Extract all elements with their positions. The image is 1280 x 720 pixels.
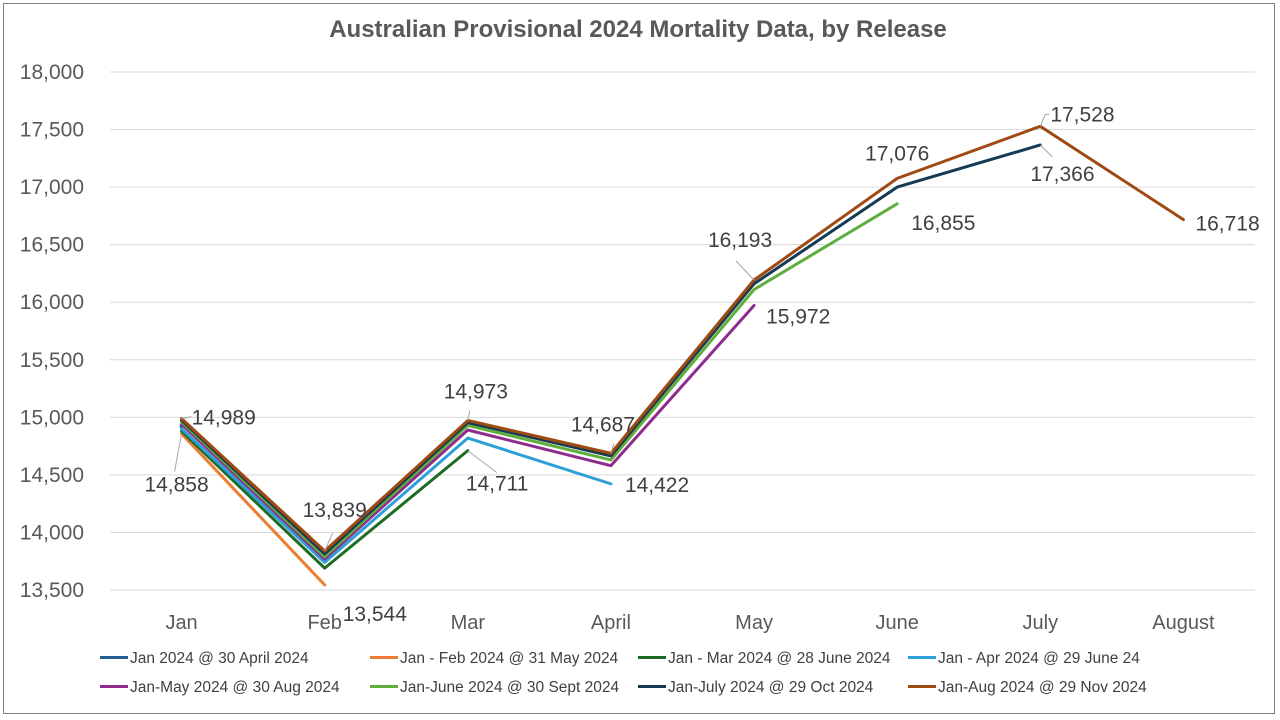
legend-swatch	[370, 685, 398, 689]
x-tick-label: June	[876, 612, 919, 634]
data-label: 17,528	[1050, 103, 1114, 126]
legend: Jan 2024 @ 30 April 2024 Jan - Feb 2024 @…	[100, 648, 1200, 706]
data-label: 14,422	[625, 474, 689, 497]
legend-label: Jan-July 2024 @ 29 Oct 2024	[668, 679, 874, 696]
leader-line	[467, 450, 498, 473]
legend-label: Jan - Apr 2024 @ 29 June 24	[938, 650, 1140, 667]
y-tick-label: 18,000	[20, 61, 84, 84]
data-label: 14,973	[444, 380, 508, 403]
legend-item-series-4: Jan - Apr 2024 @ 29 June 24	[908, 648, 1168, 677]
data-label: 13,544	[343, 603, 408, 626]
series-line-4	[180, 427, 613, 564]
leader-line	[467, 410, 471, 421]
data-label: 14,989	[192, 407, 256, 430]
axis-labels: 13,500 14,000 14,500 15,000 15,500 16,000 16,5…	[20, 61, 1215, 634]
y-tick-label: 14,000	[20, 521, 84, 544]
leader-lines	[174, 113, 1053, 552]
legend-item-series-7: Jan-July 2024 @ 29 Oct 2024	[638, 677, 908, 706]
leader-line	[174, 433, 183, 472]
legend-swatch	[638, 656, 666, 660]
legend-swatch	[908, 656, 936, 660]
legend-label: Jan 2024 @ 30 April 2024	[130, 650, 309, 667]
y-tick-label: 15,000	[20, 406, 84, 429]
y-tick-label: 15,500	[20, 349, 84, 372]
legend-item-series-6: Jan-June 2024 @ 30 Sept 2024	[370, 677, 638, 706]
legend-item-series-3: Jan - Mar 2024 @ 28 June 2024	[638, 648, 908, 677]
legend-swatch	[638, 685, 666, 689]
leader-line	[735, 260, 755, 281]
series-line-6	[180, 202, 899, 559]
series-lines	[179, 124, 1185, 587]
x-tick-label: Feb	[307, 612, 341, 634]
x-tick-label: Mar	[451, 612, 486, 634]
data-label: 16,193	[708, 229, 772, 252]
y-tick-label: 14,500	[20, 464, 84, 487]
series-line-2	[180, 432, 327, 587]
data-label: 17,366	[1030, 163, 1094, 186]
legend-swatch	[370, 656, 398, 660]
data-label: 14,858	[144, 474, 208, 497]
x-tick-label: July	[1023, 612, 1059, 634]
data-label: 13,839	[303, 499, 367, 522]
legend-label: Jan-May 2024 @ 30 Aug 2024	[130, 679, 340, 696]
series-line-8	[180, 124, 1185, 553]
series-line-3	[180, 429, 470, 570]
legend-item-series-2: Jan - Feb 2024 @ 31 May 2024	[370, 648, 638, 677]
chart-frame	[3, 3, 1275, 714]
data-labels: 14,989 14,858 13,839 13,544 14,973 14,711 14,6…	[144, 103, 1259, 626]
leader-line	[181, 416, 192, 420]
y-tick-label: 16,500	[20, 234, 84, 257]
chart-title: Australian Provisional 2024 Mortality Da…	[329, 16, 947, 43]
leader-line	[324, 532, 334, 552]
legend-swatch	[908, 685, 936, 689]
leader-line	[1039, 113, 1050, 127]
x-tick-label: August	[1152, 612, 1215, 634]
leader-line	[610, 443, 615, 454]
legend-row-2: Jan-May 2024 @ 30 Aug 2024 Jan-June 2024 …	[100, 677, 1200, 706]
series-line-5	[180, 303, 756, 561]
data-label: 14,687	[571, 413, 635, 436]
legend-label: Jan - Feb 2024 @ 31 May 2024	[400, 650, 619, 667]
y-tick-label: 17,000	[20, 176, 84, 199]
legend-swatch	[100, 685, 128, 689]
legend-item-series-1: Jan 2024 @ 30 April 2024	[100, 648, 370, 677]
x-tick-label: May	[735, 612, 773, 634]
data-label: 14,711	[466, 473, 529, 496]
x-tick-label: Jan	[165, 612, 197, 634]
legend-label: Jan-Aug 2024 @ 29 Nov 2024	[938, 679, 1147, 696]
data-label: 16,718	[1195, 213, 1259, 236]
y-tick-label: 13,500	[20, 579, 84, 602]
legend-label: Jan-June 2024 @ 30 Sept 2024	[400, 679, 620, 696]
gridlines	[110, 71, 1255, 591]
series-line-7	[180, 143, 1042, 556]
y-tick-label: 16,000	[20, 291, 84, 314]
data-label: 16,855	[911, 212, 975, 235]
data-label: 17,076	[865, 142, 929, 165]
legend-item-series-8: Jan-Aug 2024 @ 29 Nov 2024	[908, 677, 1168, 706]
x-tick-label: April	[591, 612, 631, 634]
data-label: 15,972	[766, 305, 830, 328]
y-tick-label: 17,500	[20, 119, 84, 142]
legend-item-series-5: Jan-May 2024 @ 30 Aug 2024	[100, 677, 370, 706]
legend-row-1: Jan 2024 @ 30 April 2024 Jan - Feb 2024 @…	[100, 648, 1200, 677]
leader-line	[1039, 144, 1053, 158]
legend-swatch	[100, 656, 128, 660]
legend-label: Jan - Mar 2024 @ 28 June 2024	[668, 650, 891, 667]
